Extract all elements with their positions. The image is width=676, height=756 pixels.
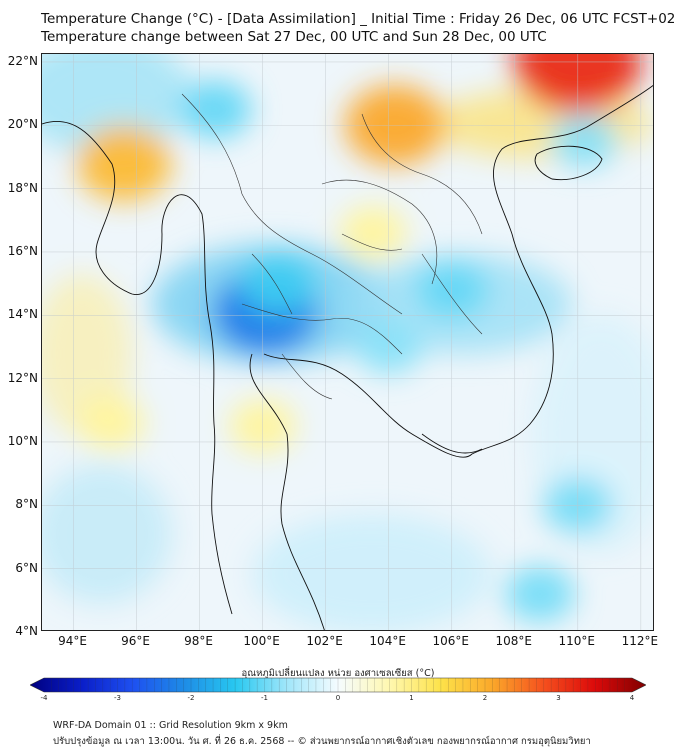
warm-anomaly-northeast-thailand <box>339 206 407 260</box>
colorbar-tick-label: 0 <box>335 694 341 702</box>
colorbar-tick-label: -2 <box>187 694 195 702</box>
lat-tick-label: 14°N <box>7 307 38 322</box>
colorbar-tick-label: 4 <box>629 694 635 702</box>
colorbar-tick-label: 3 <box>556 694 561 702</box>
cold-anomaly-hainan <box>550 114 618 168</box>
lat-tick-label: 16°N <box>7 243 38 258</box>
temperature-map <box>42 54 653 630</box>
graticule <box>42 54 653 630</box>
lon-tick-label: 96°E <box>121 634 150 648</box>
province-borders <box>181 93 483 400</box>
anomaly-layer <box>42 54 653 630</box>
lon-tick-label: 94°E <box>58 634 87 648</box>
colorbar-tick-label: -4 <box>40 694 48 702</box>
footer-domain-info: WRF-DA Domain 01 :: Grid Resolution 9km … <box>53 720 288 731</box>
lon-tick-label: 98°E <box>184 634 213 648</box>
colorbar-tick-label: -3 <box>114 694 121 702</box>
colorbar-tick-label: 1 <box>409 694 414 702</box>
coastlines <box>42 84 653 630</box>
lat-tick-label: 22°N <box>7 53 38 68</box>
lat-tick-label: 20°N <box>7 117 38 132</box>
footer-credits: ปรับปรุงข้อมูล ณ เวลา 13:00น. วัน ศ. ที่… <box>53 736 591 747</box>
lat-tick-label: 6°N <box>15 560 38 575</box>
lon-tick-label: 102°E <box>306 634 343 648</box>
colorbar-tick-label: 2 <box>482 694 488 702</box>
warm-anomaly-myanmar-coast <box>76 125 172 202</box>
colorbar <box>30 677 646 693</box>
cold-anomaly-natuna <box>505 566 575 622</box>
lat-tick-label: 18°N <box>7 180 38 195</box>
lat-tick-label: 4°N <box>15 624 38 638</box>
lon-tick-label: 112°E <box>621 634 659 648</box>
lon-tick-label: 100°E <box>243 634 280 648</box>
colorbar-label: อุณหภูมิเปลี่ยนแปลง หน่วย องศาเซลเซียส (… <box>241 668 435 679</box>
warm-anomaly-andaman-sea <box>78 396 145 450</box>
chart-subtitle: Temperature change between Sat 27 Dec, 0… <box>41 29 547 45</box>
colorbar-tick-label: -1 <box>261 694 268 702</box>
cold-anomaly-northern-myanmar <box>179 80 252 139</box>
lat-tick-label: 10°N <box>7 433 38 448</box>
lon-tick-label: 106°E <box>432 634 469 648</box>
lon-tick-label: 104°E <box>369 634 406 648</box>
lon-tick-label: 110°E <box>558 634 596 648</box>
lat-tick-label: 12°N <box>7 370 38 385</box>
chart-title: Temperature Change (°C) - [Data Assimila… <box>41 11 676 27</box>
cold-anomaly-central-thailand <box>239 252 318 315</box>
map-panel[interactable] <box>41 53 654 631</box>
lat-tick-label: 8°N <box>15 497 38 512</box>
lon-tick-label: 108°E <box>495 634 533 648</box>
